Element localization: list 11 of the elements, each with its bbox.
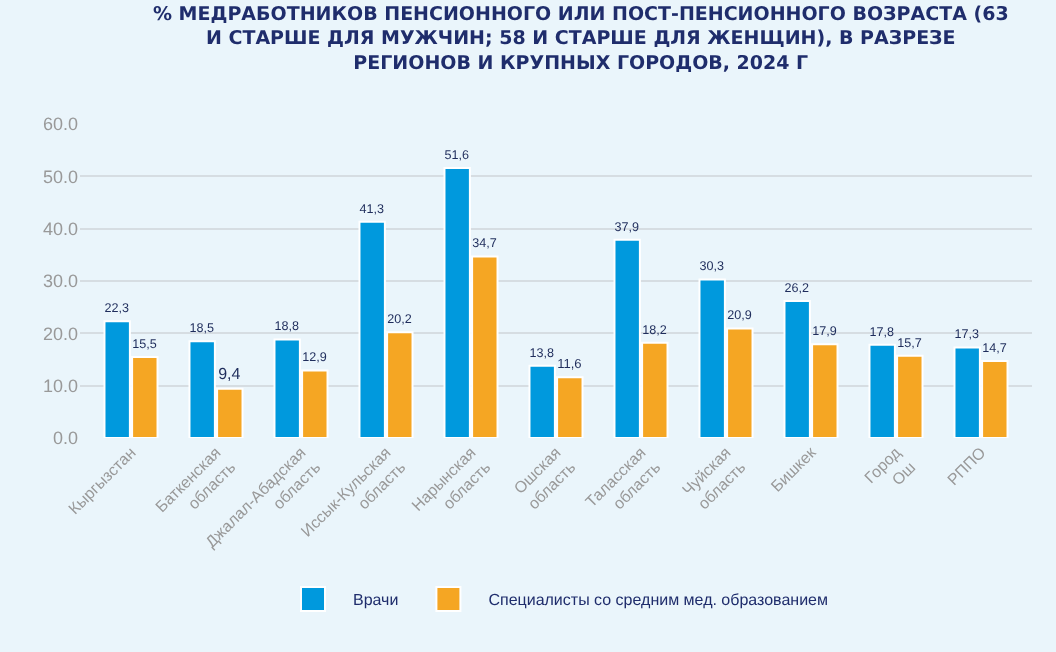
y-tick-label: 30.0: [42, 271, 78, 292]
y-tick-label: 60.0: [42, 114, 78, 135]
y-tick-label: 10.0: [42, 375, 78, 396]
y-tick-label: 0.0: [52, 428, 78, 449]
y-tick-label: 20.0: [42, 323, 78, 344]
legend-label: Специалисты со средним мед. образованием: [488, 591, 828, 610]
chart-title: % МЕДРАБОТНИКОВ ПЕНСИОННОГО ИЛИ ПОСТ-ПЕНСИОННОГО ВОЗРАСТА (63 И СТАРШЕ ДЛЯ МУЖЧИН; 58 И СТАРШЕ ДЛЯ ЖЕНЩИН), В РАЗРЕЗЕ РЕГИОНОВ И КРУПНЫХ ГОРОДОВ, 2024 Г: [152, 3, 1009, 75]
legend-label: Врачи: [353, 591, 399, 610]
y-tick-label: 40.0: [42, 218, 78, 239]
data-label: 9,4: [218, 364, 242, 383]
y-tick-label: 50.0: [42, 166, 78, 187]
